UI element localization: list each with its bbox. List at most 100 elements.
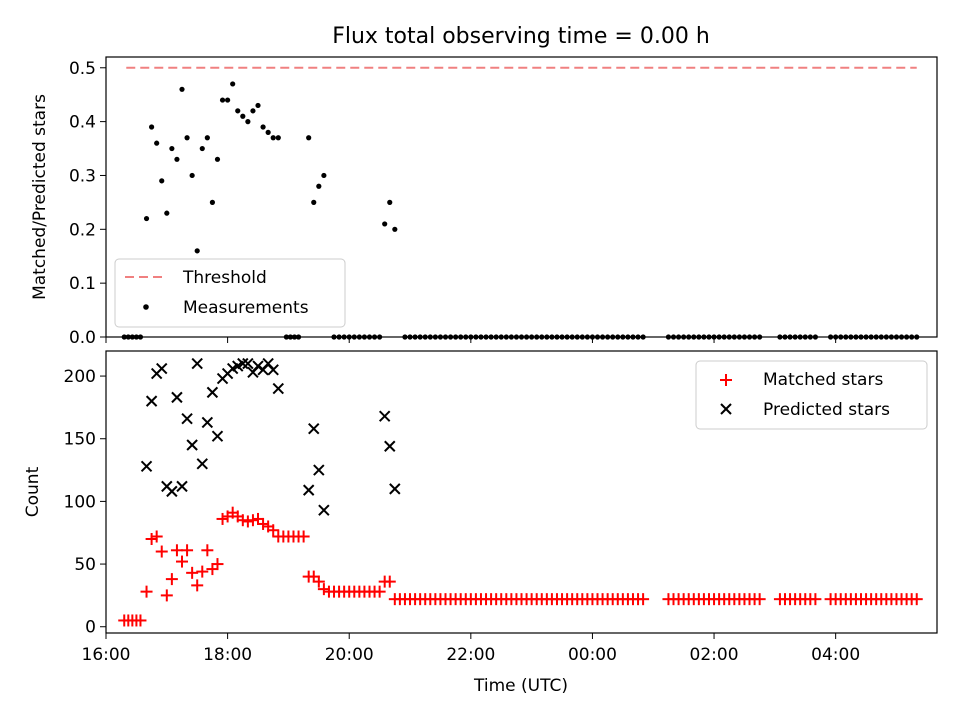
- measurement-point: [245, 119, 251, 125]
- matched-star-point: [201, 544, 214, 557]
- matched-star-point: [191, 579, 204, 592]
- y-tick-label: 0.4: [69, 113, 96, 133]
- predicted-star-point: [302, 484, 315, 496]
- matched-star-point: [216, 512, 229, 525]
- legend-matched-label: Matched stars: [763, 370, 883, 390]
- x-stroke: [378, 410, 391, 422]
- matched-star-point: [267, 524, 280, 537]
- predicted-star-point: [140, 460, 153, 473]
- matched-star-point: [134, 614, 147, 627]
- y-tick-label: 0.2: [69, 220, 96, 240]
- measurement-point: [311, 199, 317, 205]
- predicted-star-point: [211, 430, 224, 442]
- predicted-star-point: [308, 422, 320, 435]
- matched-star-point: [312, 575, 325, 588]
- matched-star-point: [170, 544, 183, 557]
- measurement-point: [194, 248, 200, 254]
- x-stroke: [242, 357, 254, 370]
- measurement-point: [164, 210, 170, 216]
- predicted-star-point: [145, 395, 158, 407]
- legend-threshold-label: Threshold: [182, 268, 267, 288]
- bottom-y-axis-label: Count: [23, 466, 43, 517]
- x-stroke: [186, 439, 198, 451]
- x-stroke: [191, 357, 203, 370]
- measurement-point: [392, 226, 398, 232]
- y-tick-label: 200: [64, 367, 96, 387]
- measurement-point: [265, 129, 271, 135]
- predicted-star-point: [378, 410, 391, 422]
- measurement-point: [250, 108, 256, 114]
- top-chart-title: Flux total observing time = 0.00 h: [332, 24, 710, 49]
- y-tick-label: 0.5: [69, 59, 96, 79]
- x-stroke: [272, 382, 284, 395]
- measurement-point: [149, 124, 155, 130]
- matched-star-point: [196, 565, 209, 578]
- matched-stars-points: [118, 506, 923, 627]
- predicted-star-point: [237, 357, 249, 370]
- measurement-point: [169, 145, 175, 152]
- measurement-point: [387, 199, 393, 205]
- predicted-star-point: [171, 391, 183, 404]
- matched-star-point: [317, 583, 330, 596]
- x-tick-label: 00:00: [568, 645, 617, 665]
- measurement-point: [321, 172, 327, 179]
- measurement-point: [199, 145, 205, 152]
- predicted-star-point: [242, 357, 254, 370]
- matched-star-point: [809, 593, 822, 606]
- measurement-point: [240, 113, 246, 119]
- x-stroke: [237, 357, 249, 370]
- top-legend-box: [114, 258, 346, 328]
- measurement-point: [154, 140, 160, 146]
- predicted-star-point: [384, 440, 396, 452]
- x-tick-label: 22:00: [446, 645, 495, 665]
- predicted-star-point: [389, 483, 401, 495]
- matched-star-point: [160, 589, 173, 602]
- bottom-x-axis-label: Time (UTC): [473, 676, 568, 696]
- measurement-point: [189, 172, 195, 179]
- legend-predicted-label: Predicted stars: [763, 400, 890, 420]
- x-stroke: [206, 386, 219, 399]
- matched-star-point: [307, 570, 320, 583]
- matched-star-point: [637, 593, 650, 606]
- measurement-point: [184, 135, 190, 141]
- matched-star-point: [211, 558, 224, 571]
- measurement-point: [174, 156, 180, 162]
- matched-star-point: [176, 555, 189, 568]
- measurement-point: [275, 135, 281, 141]
- matched-star-point: [236, 514, 249, 527]
- predicted-star-point: [313, 464, 325, 476]
- y-tick-label: 50: [74, 555, 96, 575]
- matched-star-point: [145, 533, 158, 545]
- matched-star-point: [181, 544, 194, 557]
- matched-star-point: [373, 585, 386, 598]
- x-stroke: [176, 480, 188, 493]
- measurement-point: [270, 135, 276, 141]
- matched-star-point: [206, 563, 219, 576]
- measurement-point: [235, 108, 241, 114]
- measurement-point: [382, 221, 388, 227]
- bottom-panel: Count Time (UTC) 0 50 100 150 200 16:00 18:00…: [23, 350, 938, 696]
- predicted-star-point: [176, 480, 188, 493]
- predicted-star-point: [272, 382, 284, 395]
- legend-predicted-swatch: [720, 403, 732, 415]
- top-axes-frame: [105, 56, 938, 338]
- y-tick-label: 0.3: [69, 166, 96, 186]
- predicted-stars-points: [140, 357, 401, 516]
- measurement-point: [219, 97, 226, 103]
- matched-star-point: [150, 530, 163, 543]
- predicted-star-point: [201, 416, 214, 429]
- matched-star-point: [155, 545, 168, 558]
- measurement-point: [306, 135, 312, 141]
- x-stroke: [211, 430, 224, 442]
- x-stroke: [201, 416, 214, 429]
- measurement-point: [225, 97, 231, 103]
- top-legend: Threshold Measurements: [114, 258, 346, 328]
- matched-star-point: [140, 585, 153, 598]
- matched-star-point: [910, 593, 923, 606]
- measurement-point: [143, 215, 150, 222]
- predicted-star-point: [206, 386, 219, 399]
- top-y-axis-label: Matched/Predicted stars: [30, 94, 50, 300]
- x-stroke: [389, 483, 401, 495]
- bottom-legend: Matched stars Predicted stars: [695, 360, 928, 430]
